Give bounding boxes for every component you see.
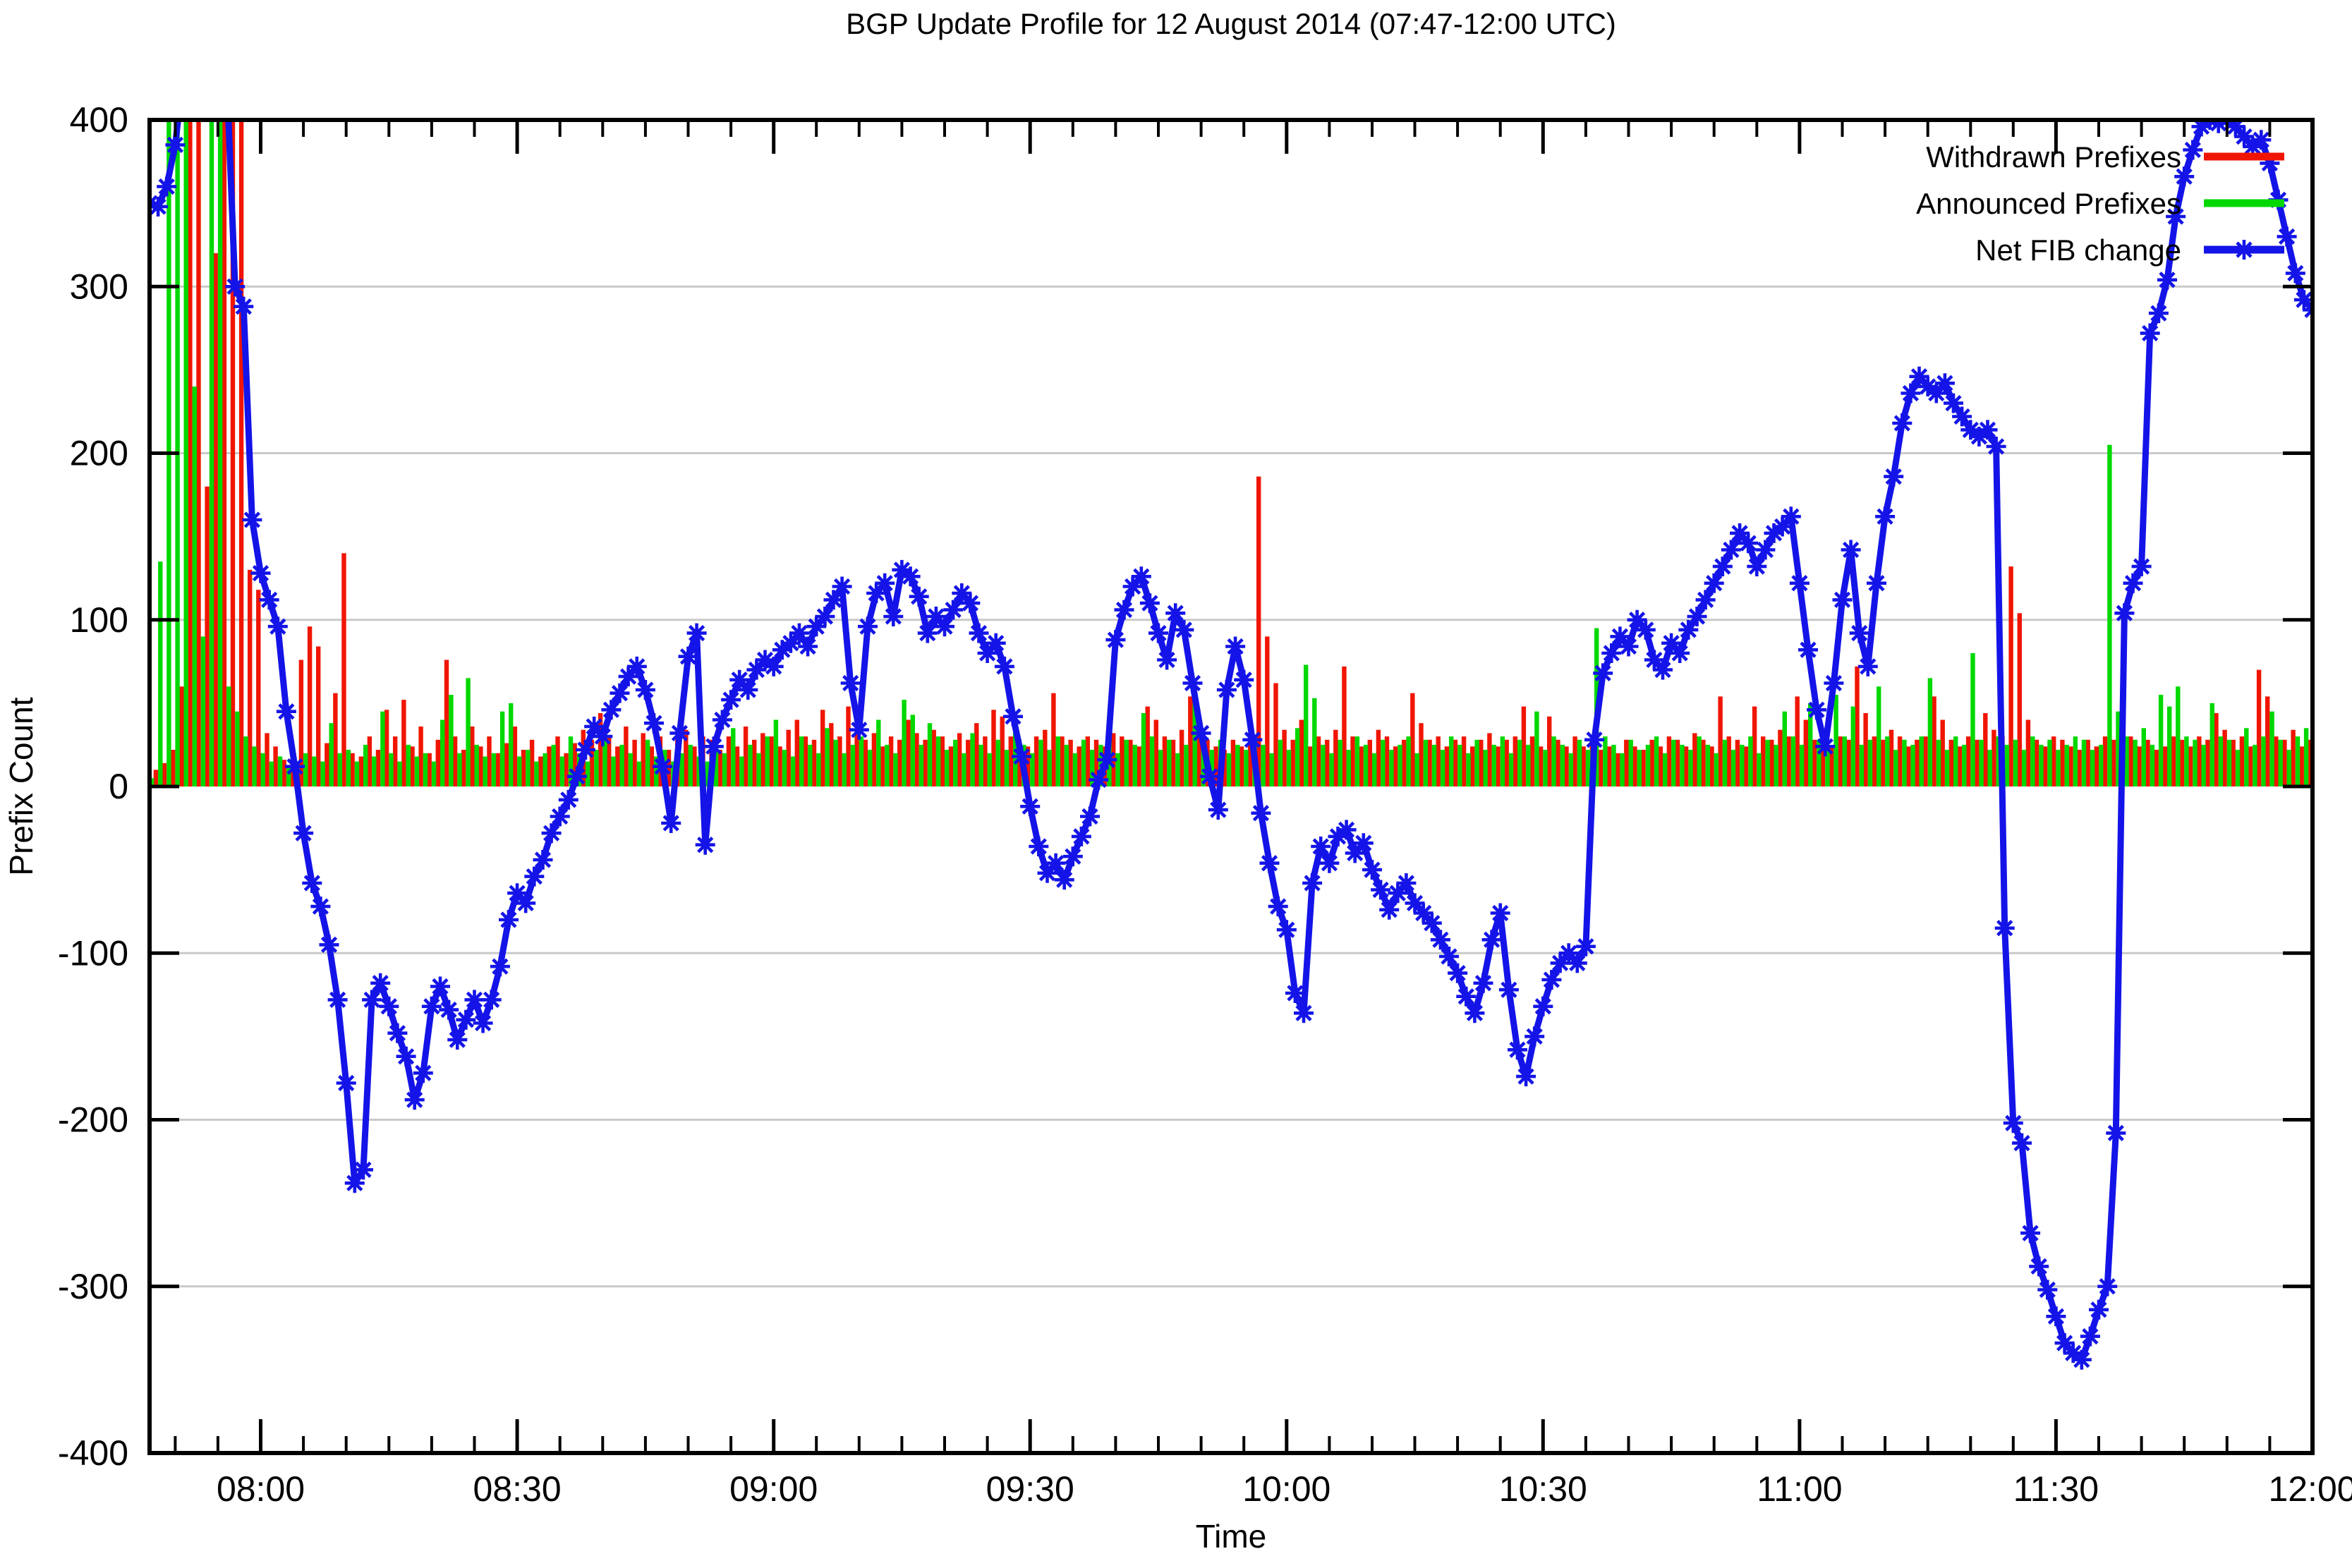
legend-sample-marker — [2234, 240, 2254, 260]
x-axis-labels: 08:00 08:30 09:00 09:30 10:00 10:30 11:00 11:30… — [217, 1469, 2352, 1509]
axis-ticks — [150, 118, 2315, 1455]
legend: Withdrawn Prefixes Announced Prefixes Net … — [1916, 140, 2284, 267]
legend-label: Withdrawn Prefixes — [1926, 140, 2181, 174]
legend-item-2: Net FIB change — [1975, 233, 2284, 267]
x-tick-label: 12:00 — [2268, 1469, 2352, 1509]
chart-title: BGP Update Profile for 12 August 2014 (0… — [846, 7, 1616, 40]
y-axis-title: Prefix Count — [3, 697, 40, 875]
y-tick-label: -100 — [58, 933, 128, 973]
y-tick-label: 400 — [70, 100, 128, 140]
legend-item-1: Announced Prefixes — [1916, 187, 2284, 220]
y-tick-label: 300 — [70, 267, 128, 306]
y-tick-label: 0 — [109, 767, 128, 806]
y-tick-label: 200 — [70, 434, 128, 473]
x-tick-label: 08:30 — [473, 1469, 562, 1509]
announced-prefixes-bars — [150, 120, 2309, 787]
grid-lines — [150, 285, 2312, 1288]
y-tick-label: -200 — [58, 1100, 128, 1140]
y-tick-label: 100 — [70, 600, 128, 640]
legend-item-0: Withdrawn Prefixes — [1926, 140, 2284, 174]
y-axis-labels: 400 300 200 100 0 -100 -200 -300 -400 — [58, 100, 128, 1473]
legend-label: Net FIB change — [1975, 233, 2181, 267]
x-axis-title: Time — [1196, 1518, 1267, 1555]
x-tick-label: 09:00 — [729, 1469, 818, 1509]
x-tick-label: 11:30 — [2013, 1469, 2099, 1509]
x-tick-label: 10:30 — [1499, 1469, 1587, 1509]
net-fib-change-line — [150, 120, 2312, 1370]
y-tick-label: -400 — [58, 1433, 128, 1473]
x-tick-label: 08:00 — [217, 1469, 305, 1509]
y-tick-label: -300 — [58, 1267, 128, 1306]
x-tick-label: 10:00 — [1242, 1469, 1330, 1509]
x-tick-label: 11:00 — [1757, 1469, 1842, 1509]
x-tick-label: 09:30 — [986, 1469, 1074, 1509]
legend-label: Announced Prefixes — [1916, 187, 2181, 220]
